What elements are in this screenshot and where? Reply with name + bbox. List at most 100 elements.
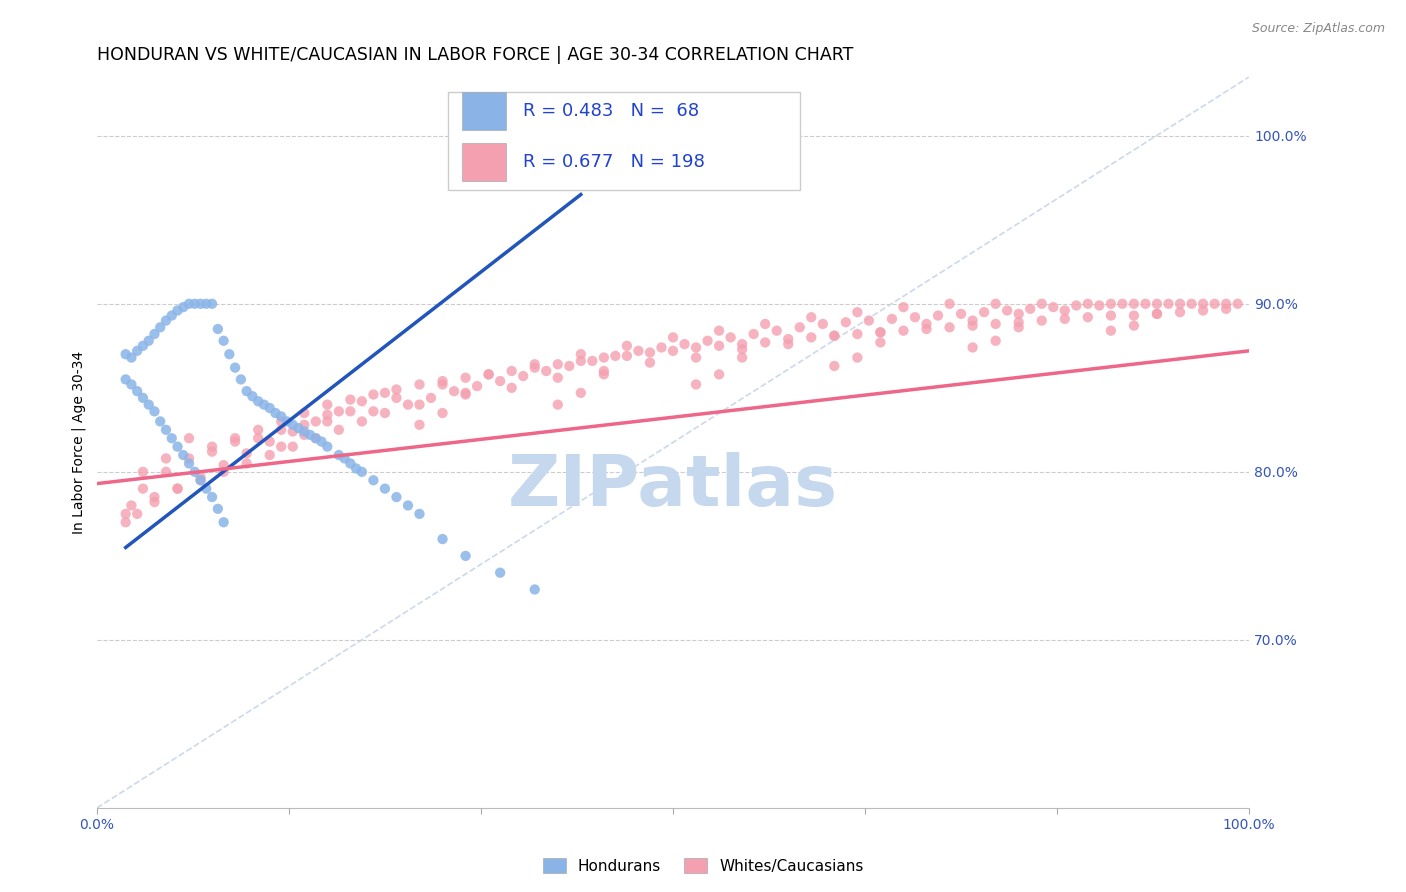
Point: [823, 359, 845, 373]
Point: [984, 297, 1007, 311]
Point: [1053, 303, 1076, 318]
Point: [1099, 309, 1122, 323]
Point: [120, 377, 142, 392]
Point: [114, 507, 136, 521]
Point: [190, 470, 212, 484]
Point: [328, 404, 350, 418]
Point: [195, 297, 218, 311]
Point: [235, 457, 257, 471]
Point: [558, 359, 581, 373]
Point: [685, 351, 707, 365]
Point: [166, 440, 188, 454]
Point: [1180, 297, 1202, 311]
Point: [754, 335, 776, 350]
Point: [984, 317, 1007, 331]
Point: [454, 370, 477, 384]
Point: [281, 425, 304, 439]
Point: [132, 391, 155, 405]
Point: [276, 414, 298, 428]
Point: [454, 549, 477, 563]
Point: [120, 351, 142, 365]
Point: [569, 347, 592, 361]
Point: [731, 337, 754, 351]
Point: [1031, 297, 1053, 311]
Point: [264, 406, 287, 420]
Point: [950, 307, 973, 321]
Point: [1204, 297, 1226, 311]
Point: [731, 351, 754, 365]
Point: [536, 364, 558, 378]
Point: [478, 368, 501, 382]
Point: [212, 516, 235, 530]
Point: [160, 431, 183, 445]
Point: [973, 305, 995, 319]
Point: [569, 385, 592, 400]
Point: [420, 391, 443, 405]
Point: [350, 465, 373, 479]
Point: [287, 421, 309, 435]
Point: [339, 392, 361, 407]
Point: [1146, 307, 1168, 321]
Point: [149, 414, 172, 428]
Point: [489, 374, 512, 388]
Point: [344, 461, 367, 475]
Point: [132, 482, 155, 496]
Legend: Hondurans, Whites/Caucasians: Hondurans, Whites/Caucasians: [537, 852, 869, 880]
Point: [229, 372, 252, 386]
Text: R = 0.483   N =  68: R = 0.483 N = 68: [523, 102, 699, 120]
Point: [408, 398, 430, 412]
Point: [316, 398, 339, 412]
Point: [242, 389, 264, 403]
Point: [938, 320, 960, 334]
Point: [1099, 324, 1122, 338]
Point: [224, 360, 246, 375]
Point: [149, 320, 172, 334]
Point: [155, 465, 177, 479]
Point: [547, 398, 569, 412]
Point: [962, 341, 984, 355]
Point: [547, 357, 569, 371]
Point: [127, 343, 149, 358]
Point: [281, 417, 304, 432]
Point: [201, 297, 224, 311]
Point: [166, 482, 188, 496]
Point: [127, 384, 149, 399]
Point: [465, 379, 488, 393]
Point: [177, 431, 200, 445]
Point: [569, 354, 592, 368]
Point: [190, 473, 212, 487]
Point: [160, 309, 183, 323]
Text: HONDURAN VS WHITE/CAUCASIAN IN LABOR FORCE | AGE 30-34 CORRELATION CHART: HONDURAN VS WHITE/CAUCASIAN IN LABOR FOR…: [97, 46, 853, 64]
Text: ZIPatlas: ZIPatlas: [508, 452, 838, 521]
Bar: [463, 143, 506, 181]
Point: [893, 324, 915, 338]
Point: [385, 490, 408, 504]
Point: [778, 337, 800, 351]
Point: [316, 408, 339, 422]
Point: [177, 457, 200, 471]
Point: [190, 297, 212, 311]
Point: [731, 342, 754, 356]
Point: [292, 428, 315, 442]
Point: [432, 406, 454, 420]
Point: [408, 417, 430, 432]
Point: [454, 387, 477, 401]
Point: [270, 414, 292, 428]
FancyBboxPatch shape: [449, 92, 800, 190]
Point: [1008, 320, 1031, 334]
Point: [114, 372, 136, 386]
Point: [177, 451, 200, 466]
Point: [1122, 309, 1144, 323]
Point: [235, 446, 257, 460]
Point: [846, 351, 869, 365]
Text: Source: ZipAtlas.com: Source: ZipAtlas.com: [1251, 22, 1385, 36]
Point: [432, 377, 454, 392]
Point: [172, 300, 194, 314]
Point: [938, 297, 960, 311]
Point: [316, 440, 339, 454]
Point: [880, 312, 903, 326]
Point: [720, 330, 742, 344]
Point: [823, 328, 845, 343]
Point: [396, 398, 419, 412]
Point: [592, 351, 614, 365]
